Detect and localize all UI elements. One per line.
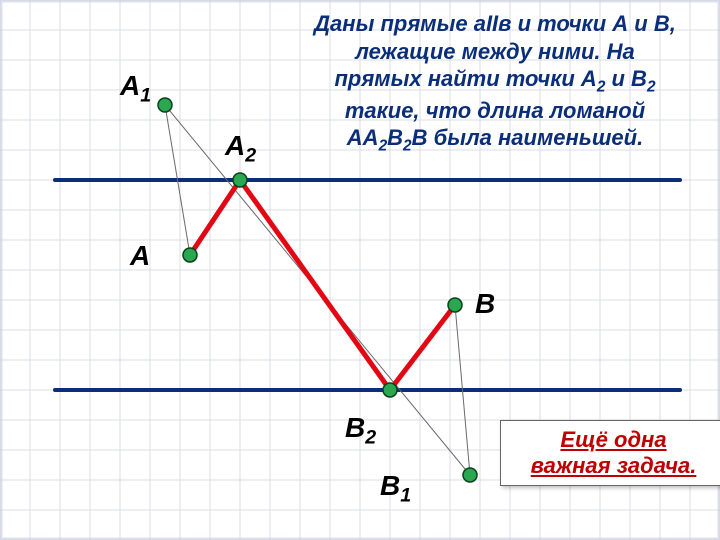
label-B1: В1	[380, 470, 411, 508]
label-B2: В2	[345, 412, 376, 450]
problem-statement: Даны прямые аIIв и точки А и В,лежащие м…	[280, 10, 710, 156]
label-A1: А1	[120, 70, 151, 108]
label-A2: А2	[225, 130, 256, 168]
label-A: А	[130, 240, 150, 272]
callout-box: Ещё однаважная задача.	[500, 420, 720, 486]
label-B: В	[475, 288, 495, 320]
